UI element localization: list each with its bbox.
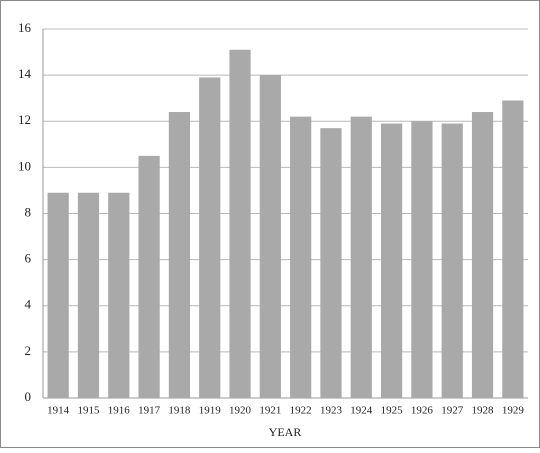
y-tick-label: 16 bbox=[18, 20, 32, 35]
bar bbox=[502, 100, 524, 399]
x-tick-label: 1915 bbox=[77, 405, 100, 417]
bar bbox=[77, 192, 100, 398]
bar bbox=[47, 192, 69, 398]
y-tick-label: 10 bbox=[18, 158, 31, 173]
y-tick-label: 0 bbox=[25, 389, 32, 404]
bar bbox=[380, 123, 403, 399]
bar bbox=[199, 77, 221, 399]
x-tick-label: 1922 bbox=[290, 405, 312, 417]
bar bbox=[350, 116, 372, 398]
x-tick-label: 1916 bbox=[108, 405, 131, 417]
y-tick-label: 2 bbox=[25, 343, 32, 358]
x-tick-label: 1923 bbox=[320, 405, 343, 417]
x-tick-label: 1928 bbox=[472, 405, 495, 417]
x-tick-label: 1929 bbox=[502, 405, 525, 417]
bar bbox=[471, 112, 494, 399]
bar bbox=[108, 192, 130, 398]
x-tick-label: 1917 bbox=[138, 405, 161, 417]
x-tick-label: 1920 bbox=[229, 405, 252, 417]
bar bbox=[290, 116, 312, 398]
bar bbox=[320, 128, 342, 398]
bar bbox=[168, 112, 191, 399]
x-tick-label: 1921 bbox=[259, 405, 281, 417]
bar bbox=[259, 75, 281, 398]
x-tick-label: 1918 bbox=[168, 405, 191, 417]
bar bbox=[411, 121, 433, 398]
x-axis-label: YEAR bbox=[269, 425, 302, 439]
y-tick-label: 14 bbox=[18, 66, 32, 81]
bar bbox=[138, 155, 160, 398]
x-tick-label: 1919 bbox=[199, 405, 222, 417]
x-tick-label: 1925 bbox=[381, 405, 404, 417]
y-tick-label: 6 bbox=[25, 251, 32, 266]
y-tick-label: 8 bbox=[25, 204, 32, 219]
x-tick-label: 1924 bbox=[350, 405, 373, 417]
x-tick-label: 1926 bbox=[411, 405, 434, 417]
bar bbox=[229, 49, 251, 398]
x-tick-label: 1927 bbox=[441, 405, 464, 417]
bar bbox=[441, 123, 463, 399]
y-tick-label: 12 bbox=[18, 112, 31, 127]
x-tick-label: 1914 bbox=[47, 405, 70, 417]
y-tick-label: 4 bbox=[25, 297, 32, 312]
